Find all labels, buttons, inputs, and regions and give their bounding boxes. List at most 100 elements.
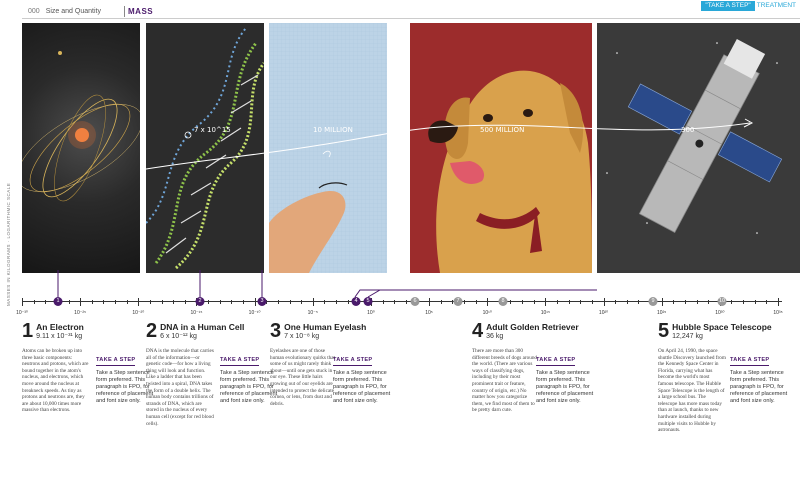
axis-minor-tick xyxy=(115,300,117,304)
axis-minor-tick xyxy=(743,300,745,304)
axis-minor-tick xyxy=(557,300,558,304)
axis-tick-label: 10⁻¹⁰ xyxy=(248,310,261,316)
axis-tick-label: 10⁻²⁰ xyxy=(132,310,145,316)
page-header: 000 Size and Quantity MASS "TAKE A STEP" … xyxy=(0,0,800,20)
axis-minor-tick xyxy=(219,300,221,304)
axis-minor-tick xyxy=(161,300,163,304)
dna-count-label: 7 x 10^15 xyxy=(194,126,231,134)
axis-marker-6: 6 xyxy=(410,297,420,306)
axis-marker-3: 3 xyxy=(257,297,267,306)
dog-graphic xyxy=(428,70,592,273)
axis-minor-tick xyxy=(382,300,384,304)
axis-tick xyxy=(545,298,547,306)
take-a-step-text: Take a Step sentence form preferred. Thi… xyxy=(333,370,391,404)
axis-minor-tick xyxy=(324,300,326,304)
axis-minor-tick xyxy=(301,300,303,304)
item-number: 3 xyxy=(270,320,282,342)
axis-minor-tick xyxy=(510,300,512,304)
axis-minor-tick xyxy=(463,300,465,304)
header-divider xyxy=(124,6,125,17)
axis-minor-tick xyxy=(568,300,570,304)
axis-minor-tick xyxy=(184,300,186,304)
item-mass: 12,247 kg xyxy=(672,333,703,340)
item-number: 4 xyxy=(472,320,484,342)
axis-minor-tick xyxy=(208,300,210,304)
axis-tick xyxy=(603,298,605,306)
axis-minor-tick xyxy=(615,300,617,304)
axis-minor-tick xyxy=(405,300,407,304)
take-a-step-text: Take a Step sentence form preferred. Thi… xyxy=(730,370,788,404)
axis-tick-label: 10⁻¹⁵ xyxy=(190,310,203,316)
electron-orbits-graphic xyxy=(22,51,140,202)
item-mass: 6 x 10⁻¹² kg xyxy=(160,333,197,340)
axis-marker-5: 5 xyxy=(363,297,373,306)
axis-tick-label: 10³⁰ xyxy=(715,310,725,316)
axis-minor-tick xyxy=(731,300,733,304)
axis-minor-tick xyxy=(533,300,535,304)
item-title: Hubble Space Telescope xyxy=(672,322,772,332)
hubble-illustration: 300 xyxy=(597,23,800,273)
section-label: Size and Quantity xyxy=(45,8,101,15)
dog-count-label: 500 MILLION xyxy=(480,126,525,134)
axis-tick xyxy=(661,298,663,306)
treatment-tag: "TAKE A STEP" xyxy=(701,1,755,11)
item-title: DNA in a Human Cell xyxy=(160,322,245,332)
hubble-count-label: 300 xyxy=(681,126,695,134)
item-eyelash-body: Eyelashes are one of those human evoluti… xyxy=(270,348,335,407)
axis-tick-label: 10⁻³⁰ xyxy=(16,310,28,316)
take-a-step-box: TAKE A STEP Take a Step sentence form pr… xyxy=(96,348,162,405)
item-eyelash-header: 3 One Human Eyelash 7 x 10⁻⁸ kg xyxy=(270,320,420,342)
fingertip-graphic xyxy=(269,23,387,273)
item-electron-header: 1 An Electron 9.11 x 10⁻³¹ kg xyxy=(22,320,172,342)
take-a-step-box: TAKE A STEP Take a Step sentence form pr… xyxy=(730,348,794,405)
item-dna-header: 2 DNA in a Human Cell 6 x 10⁻¹² kg xyxy=(146,321,296,341)
axis-minor-tick xyxy=(696,300,698,304)
axis-minor-tick xyxy=(708,300,710,304)
axis-tick-label: 10¹⁵ xyxy=(540,310,551,316)
take-a-step-heading: TAKE A STEP xyxy=(333,357,373,366)
item-number: 5 xyxy=(658,320,670,342)
axis-minor-tick xyxy=(754,300,756,304)
section-title: MASS xyxy=(128,7,154,16)
item-title: One Human Eyelash xyxy=(284,322,367,332)
axis-minor-tick xyxy=(766,300,768,304)
take-a-step-box: TAKE A STEP Take a Step sentence form pr… xyxy=(220,348,286,405)
axis-minor-tick xyxy=(336,300,338,304)
axis-minor-tick xyxy=(68,300,70,304)
axis-tick xyxy=(22,298,23,306)
axis-tick-label: 10⁻⁵ xyxy=(307,310,318,316)
connecting-arrow xyxy=(140,118,754,171)
axis-marker-2: 2 xyxy=(195,297,205,306)
item-hubble-header: 5 Hubble Space Telescope 12,247 kg xyxy=(658,320,800,342)
take-a-step-box: TAKE A STEP Take a Step sentence form pr… xyxy=(333,348,399,405)
item-dog-body: There are more than 300 different breeds… xyxy=(472,348,538,414)
take-a-step-text: Take a Step sentence form preferred. Thi… xyxy=(220,370,278,404)
axis-marker-1: 1 xyxy=(53,297,63,306)
axis-marker-7: 7 xyxy=(453,297,463,306)
axis-marker-10: 10 xyxy=(717,297,727,306)
axis-minor-tick xyxy=(452,300,454,304)
mass-axis xyxy=(22,298,782,306)
axis-minor-tick xyxy=(475,300,477,304)
item-hubble-body: On April 24, 1990, the space shuttle Dis… xyxy=(658,348,726,434)
axis-minor-tick xyxy=(347,300,349,304)
axis-minor-tick xyxy=(33,300,35,304)
axis-minor-tick xyxy=(684,300,686,304)
axis-minor-tick xyxy=(266,300,268,304)
lash-count-label: 10 MILLION xyxy=(313,126,353,134)
axis-tick xyxy=(254,298,256,306)
axis-tick-label: 10⁻²⁵ xyxy=(74,310,87,316)
item-electron-body: Atoms can be broken up into three basic … xyxy=(22,348,89,414)
axis-marker-9: 9 xyxy=(648,297,658,306)
take-a-step-text: Take a Step sentence form preferred. Thi… xyxy=(96,370,154,404)
axis-minor-tick xyxy=(626,300,628,304)
dna-illustration: 7 x 10^15 xyxy=(146,23,264,273)
axis-minor-tick xyxy=(440,300,442,304)
axis-tick-label: 10²⁰ xyxy=(598,310,609,316)
axis-minor-tick xyxy=(580,300,582,304)
item-title: An Electron xyxy=(36,322,84,332)
item-mass: 7 x 10⁻⁸ kg xyxy=(284,333,320,340)
item-number: 1 xyxy=(22,320,34,342)
axis-marker-8: 8 xyxy=(498,297,508,306)
electron-illustration xyxy=(22,23,140,273)
